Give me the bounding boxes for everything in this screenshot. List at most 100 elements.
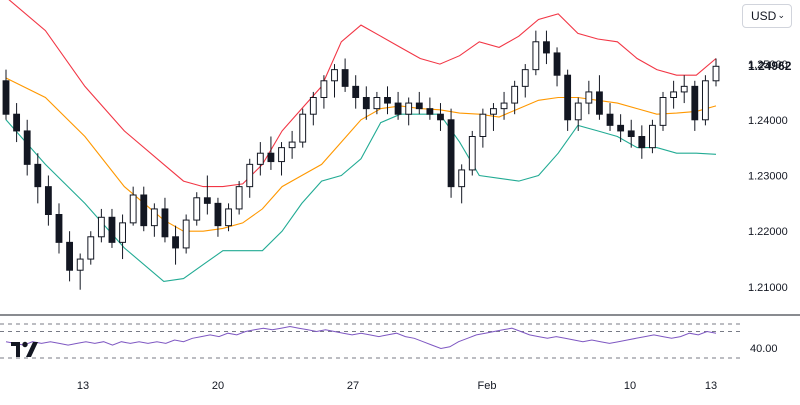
candle [362,86,370,120]
candle-body [405,102,413,115]
candle-body [235,186,243,210]
candle [521,64,529,98]
candle [394,91,402,120]
chevron-down-icon: ⌄ [777,9,785,20]
candle-body [680,85,688,93]
candle [543,30,550,65]
candle [638,125,646,159]
candle-body [458,169,466,188]
candle-body [246,163,254,188]
candle-body [309,97,317,115]
candle [670,80,678,109]
candle [479,108,487,148]
candle [214,197,222,237]
candle-body [649,124,656,149]
candle [309,91,317,126]
candle [267,136,275,170]
candle-body [670,91,678,99]
candle-body [267,152,275,163]
middle-band-line [5,77,717,232]
candle [458,164,466,204]
currency-select[interactable]: USD ⌄ [742,4,792,28]
candle-body [119,222,126,243]
candle [426,97,434,120]
candle-body [2,80,10,115]
candle [299,108,307,148]
time-tick-label: 13 [705,380,717,392]
candle [712,58,720,87]
candle [532,30,540,76]
candle-body [352,85,360,98]
candle [150,203,158,237]
candle-body [426,108,434,115]
candle [66,231,73,282]
candle [2,69,10,120]
candle-body [606,113,614,126]
time-axis: 13 20 27 Feb 10 13 [77,380,717,392]
candle-body [97,216,105,238]
candle-body [415,102,423,110]
price-tick-label: 1.24000 [748,115,788,127]
candle [87,231,95,265]
candle-body [299,113,307,143]
candle [447,108,455,198]
candle-body [278,147,285,163]
tradingview-logo-icon [11,341,38,357]
candle-body [479,113,487,138]
oscillator-line [5,325,717,350]
candle-body [320,80,328,98]
candle-body [182,219,190,249]
candle-body [394,102,402,115]
candle [553,47,561,87]
time-tick-label: 10 [624,380,636,392]
candle-body [140,194,148,227]
candle [23,119,31,176]
candle [405,97,413,126]
candle [596,75,603,120]
candle-body [193,197,201,221]
candle [246,158,254,198]
price-tick-label: 1.21000 [748,282,788,294]
candle [172,225,179,265]
candle [617,114,625,143]
candle-body [44,186,52,215]
candle [13,103,21,143]
candle [331,64,338,98]
candle-body [288,141,296,149]
candle-body [627,130,635,138]
candle-body [500,102,508,110]
candle [129,186,137,226]
candle [34,153,42,204]
candle [649,119,656,154]
candle [97,208,105,243]
candle-body [55,214,63,243]
price-axis: 1.21000 1.22000 1.23000 1.24000 1.250001.249… [748,59,792,294]
candle [119,214,126,260]
lower-band-line [5,113,717,282]
candle [680,75,688,104]
price-tick-label: 1.25000 [748,59,788,71]
candle-body [511,85,519,104]
candle-body [172,236,179,249]
candle [437,103,444,131]
candle-body [701,80,709,121]
time-tick-label: 20 [212,380,224,392]
candle-body [203,197,211,204]
candle-body [532,41,540,71]
candle-body [34,163,42,188]
candle [511,80,519,115]
oscillator-pane: 40.00 [0,323,778,359]
candle [203,175,211,215]
candlesticks [2,30,720,290]
candle-body [712,65,720,82]
candle [44,175,52,226]
candle [627,119,635,148]
last-price-label: 1.24962 [748,59,792,73]
candle [384,86,391,115]
currency-value: USD [751,9,777,23]
candle [415,91,423,115]
time-tick-label: 13 [77,380,89,392]
candle-body [553,52,561,76]
